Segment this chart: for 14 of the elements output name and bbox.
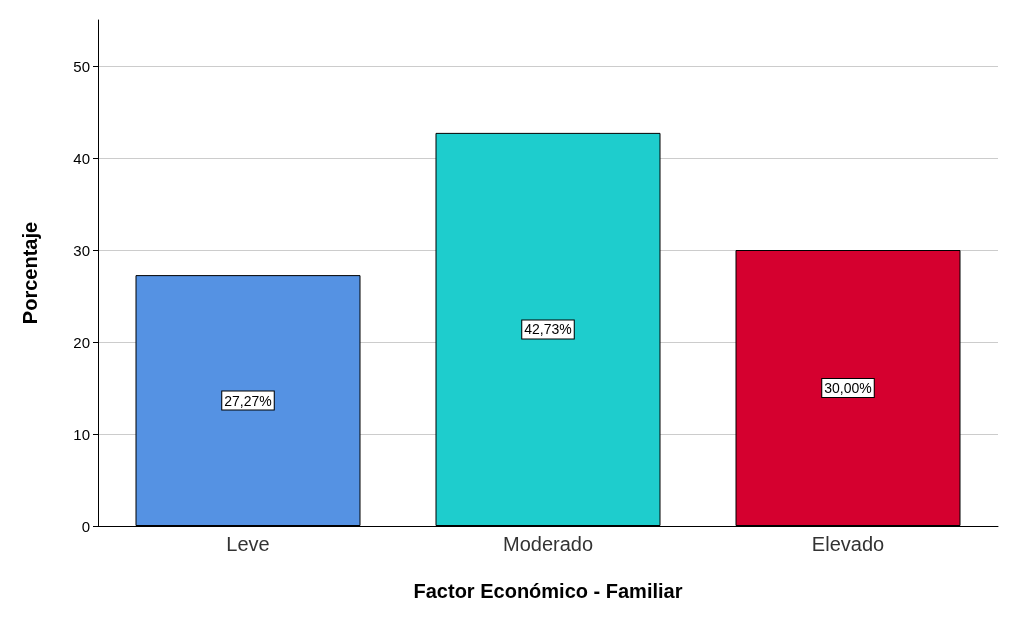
- x-tick-label: Elevado: [811, 533, 885, 555]
- y-tick-label: 40: [73, 149, 90, 167]
- x-tick-label: Moderado: [502, 533, 594, 555]
- y-tick-label: 0: [81, 517, 90, 535]
- y-tick-label: 30: [73, 241, 90, 259]
- y-tick-label: 10: [73, 425, 90, 443]
- data-label: 27,27%: [224, 392, 272, 409]
- y-axis-title: Porcentaje: [19, 221, 41, 325]
- x-tick-label: Leve: [226, 533, 270, 555]
- y-tick-label: 20: [73, 333, 90, 351]
- data-label: 30,00%: [824, 380, 872, 396]
- x-axis-title: Factor Económico - Familiar: [413, 580, 683, 602]
- y-tick-label: 50: [73, 57, 90, 75]
- data-label: 42,73%: [524, 321, 572, 338]
